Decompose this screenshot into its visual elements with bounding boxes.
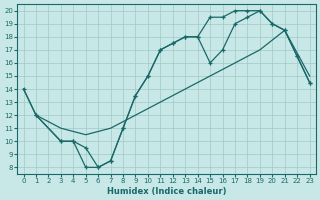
X-axis label: Humidex (Indice chaleur): Humidex (Indice chaleur) <box>107 187 226 196</box>
